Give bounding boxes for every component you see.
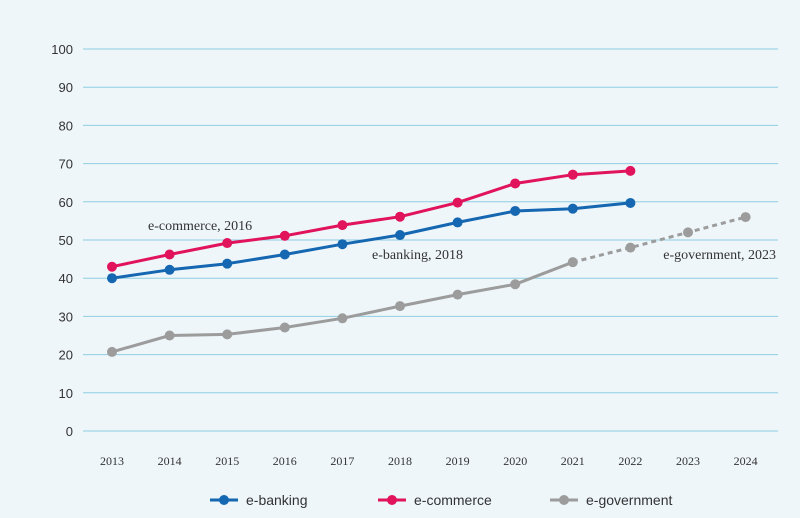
legend-label: e-government [586,492,672,508]
x-tick-label: 2024 [734,454,758,468]
data-point-e-commerce-2018 [395,211,405,222]
x-tick-label: 2020 [503,454,527,468]
x-tick-label: 2015 [215,454,239,468]
data-point-e-government-2013 [107,346,117,357]
y-tick-label: 60 [59,195,73,210]
x-tick-label: 2019 [446,454,470,468]
y-tick-label: 20 [59,348,73,363]
y-tick-label: 30 [59,309,73,324]
y-tick-label: 50 [59,233,73,248]
y-tick-label: 0 [66,424,73,439]
series-layer [107,165,751,357]
data-point-e-banking-2021 [567,203,578,214]
data-point-e-banking-2016 [279,249,290,260]
y-tick-label: 10 [59,386,73,401]
x-tick-label: 2017 [330,454,354,468]
annotations: e-banking, 2018 e-commerce, 2016 e-gover… [148,219,776,263]
data-point-e-banking-2017 [337,239,348,250]
series-line-e-commerce [110,169,632,269]
data-point-e-government-2016 [279,322,290,333]
x-tick-label: 2022 [618,454,642,468]
data-point-e-government-2015 [222,329,233,340]
series-e-commerce [107,165,636,272]
x-tick-label: 2018 [388,454,412,468]
data-point-e-government-2021 [567,257,578,268]
data-point-e-government-2024 [740,212,751,223]
legend-swatch-dot [387,495,397,505]
data-point-e-banking-2018 [395,230,405,241]
data-point-e-government-2017 [337,313,348,324]
annotation-e-commerce: e-commerce, 2016 [148,219,252,234]
data-point-e-government-2018 [395,301,405,312]
data-point-e-commerce-2022 [625,165,636,176]
gridlines [83,48,778,432]
series-line-projected-e-government [572,215,746,264]
data-point-e-government-2023 [683,227,693,238]
legend-item-e-banking: e-banking [210,492,308,508]
data-point-e-banking-2015 [222,258,233,269]
data-point-e-government-2014 [164,330,175,341]
data-point-e-commerce-2017 [337,220,348,231]
y-axis-ticks: 0 10 20 30 40 50 60 70 80 90 100 [51,42,73,439]
legend-label: e-commerce [414,492,492,508]
data-point-e-commerce-2016 [279,230,290,241]
y-tick-label: 40 [59,271,73,286]
y-tick-label: 80 [59,118,73,133]
data-point-e-government-2022 [625,242,636,253]
legend-item-e-commerce: e-commerce [378,492,492,508]
x-tick-label: 2014 [158,454,182,468]
data-point-e-commerce-2021 [567,169,578,180]
legend-swatch-dot [559,495,569,505]
legend-label: e-banking [246,492,308,508]
data-point-e-commerce-2014 [164,249,175,260]
x-tick-label: 2013 [100,454,124,468]
x-tick-label: 2021 [561,454,585,468]
data-point-e-banking-2022 [625,197,636,208]
data-point-e-banking-2019 [452,217,463,228]
data-point-e-government-2019 [452,289,463,300]
x-tick-label: 2023 [676,454,700,468]
y-tick-label: 100 [51,42,73,57]
data-point-e-commerce-2020 [510,178,521,189]
data-point-e-government-2020 [510,279,521,290]
series-line-e-banking [110,201,632,280]
legend-swatch-dot [219,495,229,505]
legend: e-banking e-commerce e-government [210,492,672,508]
data-point-e-banking-2013 [107,273,117,284]
annotation-e-banking: e-banking, 2018 [372,248,463,263]
data-point-e-commerce-2013 [107,261,117,272]
data-point-e-banking-2014 [164,264,175,275]
annotation-e-government: e-government, 2023 [663,248,776,263]
series-e-banking [107,197,636,284]
legend-item-e-government: e-government [550,492,672,508]
series-e-government [107,212,751,357]
data-point-e-commerce-2019 [452,197,463,208]
data-point-e-commerce-2015 [222,238,233,249]
data-point-e-banking-2020 [510,205,521,216]
x-tick-label: 2016 [273,454,297,468]
y-tick-label: 90 [59,80,73,95]
x-axis-ticks: 2013 2014 2015 2016 2017 2018 2019 2020 2021 2022… [100,454,758,468]
y-tick-label: 70 [59,157,73,172]
series-line-e-government [110,260,575,354]
